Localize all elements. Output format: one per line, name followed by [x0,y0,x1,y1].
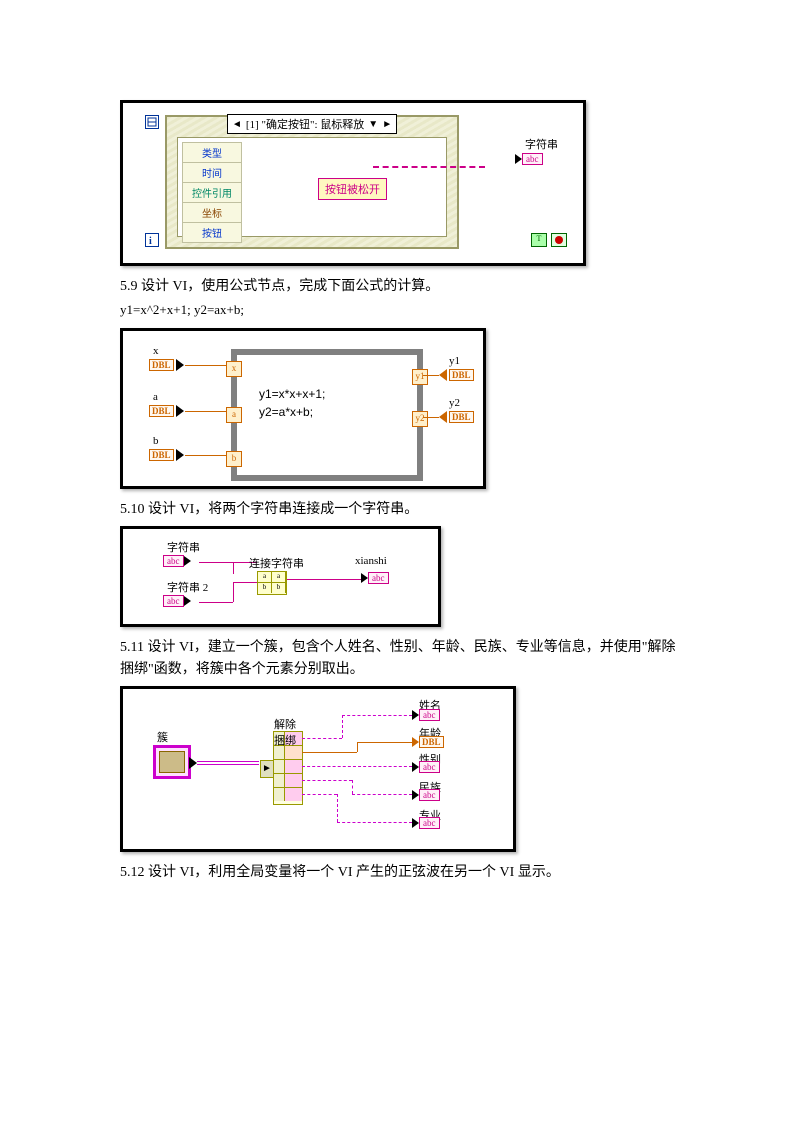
input-label-b: b [153,435,159,447]
cluster-out-tri [189,757,197,769]
wire-nation-h2 [352,794,412,795]
out-term-nation: abc [412,789,440,801]
dbl-control-x: DBL [149,359,184,371]
svg-text:i: i [149,236,152,246]
unbundle-selector-icon: ► [260,760,274,778]
wire-str2-h1 [199,602,233,603]
string-indicator: abc [515,153,543,165]
figure-event-structure: ◄ [1] "确定按钮": 鼠标释放 ▼ ► 类型 时间 控件引用 坐标 按钮 … [120,100,586,266]
cluster-label: 簇 [157,729,168,745]
wire-out [287,579,361,580]
wire-x [185,365,231,366]
formula-node: x a b y1 y2 y1=x*x+x+1; y2=a*x+b; [231,349,423,481]
event-inner-frame: 类型 时间 控件引用 坐标 按钮 按钮被松开 [177,137,447,237]
wire-nation-h1 [302,780,352,781]
event-item: 时间 [182,162,242,183]
loop-condition-icon [551,233,567,247]
wire-b [185,455,231,456]
out-term-age: DBL [412,736,444,748]
wire-name-v [342,715,343,738]
boolean-terminal: T [531,233,547,247]
wire-y1 [423,375,439,376]
event-case-selector: ◄ [1] "确定按钮": 鼠标释放 ▼ ► [227,114,397,134]
next-arrow-icon: ► [382,119,392,130]
concat-label: 连接字符串 [249,555,304,571]
wire-major-v [337,794,338,822]
figure-string-concat: 字符串 abc 字符串 2 abc 连接字符串 aa bb xianshi ab… [120,526,441,627]
wire-sex [302,766,412,767]
unbundle-node: 解除捆绑 ► [273,731,303,805]
input-label-a: a [153,391,158,403]
output-label-y1: y1 [449,355,460,367]
string-output-label: xianshi [355,555,387,567]
formula-node-text: y1=x*x+x+1; y2=a*x+b; [259,385,325,421]
wire-age-h1 [302,752,357,753]
wire-age-v [357,742,358,752]
tunnel-x: x [226,361,242,377]
blue-square-top [145,115,159,129]
cluster-control [153,745,191,779]
caption-5-10: 5.10 设计 VI，将两个字符串连接成一个字符串。 [120,499,680,521]
wire-y2 [423,417,439,418]
wire-nation-v [352,780,353,794]
tunnel-b: b [226,451,242,467]
wire-cluster [197,761,259,765]
output-label: 字符串 [525,136,558,152]
wire-str1-v [233,562,234,574]
wire-major-h1 [302,794,337,795]
wire-str2-h2 [233,582,257,583]
wire-string [373,166,485,168]
event-structure: ◄ [1] "确定按钮": 鼠标释放 ▼ ► 类型 时间 控件引用 坐标 按钮 … [165,115,459,249]
dbl-control-b: DBL [149,449,184,461]
output-label-y2: y2 [449,397,460,409]
caption-5-12: 5.12 设计 VI，利用全局变量将一个 VI 产生的正弦波在另一个 VI 显示… [120,862,680,884]
input-label-x: x [153,345,159,357]
figure-formula-node: x DBL a DBL b DBL x a b y1 y2 y1=x*x+x+1… [120,328,486,489]
event-data-node: 类型 时间 控件引用 坐标 按钮 [182,142,242,242]
wire-a [185,411,231,412]
out-term-major: abc [412,817,440,829]
dbl-indicator-y2: DBL [439,411,474,423]
tunnel-a: a [226,407,242,423]
formula-expressions: y1=x^2+x+1; y2=ax+b; [120,302,680,318]
wire-str2-v [233,582,234,602]
dropdown-arrow-icon: ▼ [368,119,378,130]
figure-cluster-unbundle: 簇 解除捆绑 ► 姓名 abc 年龄 DBL [120,686,516,852]
event-item: 控件引用 [182,182,242,203]
event-item: 类型 [182,142,242,163]
tunnel-y1: y1 [412,369,428,385]
tunnel-y2: y2 [412,411,428,427]
concat-node: aa bb [257,571,287,595]
event-item: 坐标 [182,202,242,223]
out-term-name: abc [412,709,440,721]
string-input-1-label: 字符串 [167,539,200,555]
wire-name-h1 [302,738,342,739]
event-item: 按钮 [182,222,242,243]
loop-iteration-icon: i [145,233,159,247]
out-term-sex: abc [412,761,440,773]
wire-major-h2 [337,822,412,823]
wire-age-h2 [357,742,412,743]
wire-name-h2 [342,715,412,716]
dbl-control-a: DBL [149,405,184,417]
string-input-2-label: 字符串 2 [167,579,208,595]
dbl-indicator-y1: DBL [439,369,474,381]
caption-5-11: 5.11 设计 VI，建立一个簇，包含个人姓名、性别、年龄、民族、专业等信息，并… [120,637,680,682]
string-control-2: abc [163,595,191,607]
caption-5-9: 5.9 设计 VI，使用公式节点，完成下面公式的计算。 [120,276,680,298]
prev-arrow-icon: ◄ [232,119,242,130]
string-control-1: abc [163,555,191,567]
event-case-label: [1] "确定按钮": 鼠标释放 [246,116,364,132]
string-constant: 按钮被松开 [318,178,387,200]
string-indicator-out: abc [361,572,389,584]
